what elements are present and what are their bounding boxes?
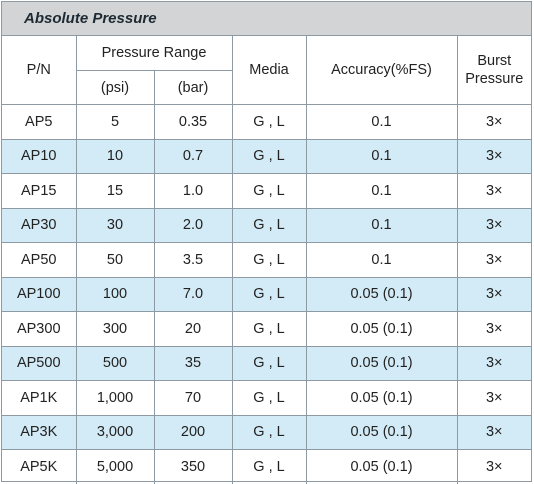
cell-burst: 3× bbox=[456, 242, 531, 278]
cell-psi: 5 bbox=[75, 104, 155, 140]
table-row: AP1K 1,000 70 G , L 0.05 (0.1) 3× bbox=[2, 380, 531, 416]
cell-psi: 5,000 bbox=[75, 449, 155, 484]
cell-pn: AP500 bbox=[2, 345, 77, 381]
cell-media: G , L bbox=[231, 414, 307, 450]
cell-accuracy: 0.1 bbox=[305, 173, 458, 209]
cell-media: G , L bbox=[231, 242, 307, 278]
cell-pn: AP1K bbox=[2, 380, 77, 416]
cell-psi: 1,000 bbox=[75, 380, 155, 416]
header-row-1: P/N Pressure Range Media Accuracy(%FS) B… bbox=[2, 36, 531, 105]
cell-burst: 3× bbox=[456, 414, 531, 450]
table-row: AP100 100 7.0 G , L 0.05 (0.1) 3× bbox=[2, 276, 531, 312]
cell-bar: 1.0 bbox=[153, 173, 233, 209]
cell-bar: 200 bbox=[153, 414, 233, 450]
cell-psi: 10 bbox=[75, 138, 155, 174]
header-burst-pressure: Burst Pressure bbox=[456, 36, 531, 105]
cell-bar: 35 bbox=[153, 345, 233, 381]
cell-accuracy: 0.05 (0.1) bbox=[305, 311, 458, 347]
cell-burst: 3× bbox=[456, 138, 531, 174]
table-row: AP50 50 3.5 G , L 0.1 3× bbox=[2, 242, 531, 278]
cell-accuracy: 0.1 bbox=[305, 104, 458, 140]
table-row: AP300 300 20 G , L 0.05 (0.1) 3× bbox=[2, 311, 531, 347]
header-psi: (psi) bbox=[76, 70, 155, 105]
cell-pn: AP50 bbox=[2, 242, 77, 278]
cell-accuracy: 0.05 (0.1) bbox=[305, 380, 458, 416]
table-row: AP3K 3,000 200 G , L 0.05 (0.1) 3× bbox=[2, 414, 531, 450]
cell-media: G , L bbox=[231, 345, 307, 381]
header-pressure-range: Pressure Range bbox=[75, 36, 233, 71]
cell-media: G , L bbox=[231, 207, 307, 243]
cell-psi: 3,000 bbox=[75, 414, 155, 450]
header-burst-line1: Burst bbox=[477, 53, 512, 69]
cell-psi: 100 bbox=[75, 276, 155, 312]
table-row: AP5 5 0.35 G , L 0.1 3× bbox=[2, 104, 531, 140]
cell-psi: 50 bbox=[75, 242, 155, 278]
cell-psi: 300 bbox=[75, 311, 155, 347]
header-pn: P/N bbox=[2, 36, 77, 105]
header-media: Media bbox=[231, 36, 307, 105]
table-title-bar: Absolute Pressure bbox=[2, 2, 531, 36]
table-row: AP5K 5,000 350 G , L 0.05 (0.1) 3× bbox=[2, 449, 531, 484]
cell-pn: AP3K bbox=[2, 414, 77, 450]
cell-accuracy: 0.1 bbox=[305, 138, 458, 174]
cell-accuracy: 0.05 (0.1) bbox=[305, 276, 458, 312]
cell-psi: 30 bbox=[75, 207, 155, 243]
cell-accuracy: 0.05 (0.1) bbox=[305, 345, 458, 381]
cell-media: G , L bbox=[231, 276, 307, 312]
cell-media: G , L bbox=[231, 311, 307, 347]
cell-media: G , L bbox=[231, 380, 307, 416]
cell-burst: 3× bbox=[456, 311, 531, 347]
cell-pn: AP5K bbox=[2, 449, 77, 484]
cell-burst: 3× bbox=[456, 345, 531, 381]
cell-bar: 20 bbox=[153, 311, 233, 347]
cell-burst: 3× bbox=[456, 173, 531, 209]
cell-burst: 3× bbox=[456, 276, 531, 312]
cell-psi: 15 bbox=[75, 173, 155, 209]
cell-bar: 70 bbox=[153, 380, 233, 416]
cell-pn: AP300 bbox=[2, 311, 77, 347]
cell-pn: AP15 bbox=[2, 173, 77, 209]
cell-burst: 3× bbox=[456, 449, 531, 484]
cell-accuracy: 0.05 (0.1) bbox=[305, 449, 458, 484]
cell-bar: 7.0 bbox=[153, 276, 233, 312]
cell-pn: AP5 bbox=[2, 104, 77, 140]
pressure-spec-table: P/N Pressure Range Media Accuracy(%FS) B… bbox=[2, 36, 531, 484]
header-bar: (bar) bbox=[153, 70, 232, 105]
cell-psi: 500 bbox=[75, 345, 155, 381]
table-row: AP30 30 2.0 G , L 0.1 3× bbox=[2, 207, 531, 243]
cell-media: G , L bbox=[231, 449, 307, 484]
cell-accuracy: 0.1 bbox=[305, 242, 458, 278]
cell-bar: 0.35 bbox=[153, 104, 233, 140]
table-body: AP5 5 0.35 G , L 0.1 3× AP10 10 0.7 G , L 0.1 3× AP1… bbox=[2, 104, 531, 484]
cell-pn: AP10 bbox=[2, 138, 77, 174]
cell-burst: 3× bbox=[456, 104, 531, 140]
cell-pn: AP30 bbox=[2, 207, 77, 243]
table-row: AP10 10 0.7 G , L 0.1 3× bbox=[2, 138, 531, 174]
cell-media: G , L bbox=[231, 104, 307, 140]
table-row: AP15 15 1.0 G , L 0.1 3× bbox=[2, 173, 531, 209]
cell-accuracy: 0.1 bbox=[305, 207, 458, 243]
cell-media: G , L bbox=[231, 173, 307, 209]
cell-burst: 3× bbox=[456, 380, 531, 416]
cell-bar: 2.0 bbox=[153, 207, 233, 243]
cell-burst: 3× bbox=[456, 207, 531, 243]
cell-accuracy: 0.05 (0.1) bbox=[305, 414, 458, 450]
table-title: Absolute Pressure bbox=[24, 10, 157, 27]
cell-bar: 350 bbox=[153, 449, 233, 484]
cell-pn: AP100 bbox=[2, 276, 77, 312]
cell-media: G , L bbox=[231, 138, 307, 174]
table-row: AP500 500 35 G , L 0.05 (0.1) 3× bbox=[2, 345, 531, 381]
cell-bar: 0.7 bbox=[153, 138, 233, 174]
header-row-2: (psi) (bar) bbox=[2, 70, 531, 105]
cell-bar: 3.5 bbox=[153, 242, 233, 278]
header-accuracy: Accuracy(%FS) bbox=[305, 36, 458, 105]
header-burst-line2: Pressure bbox=[465, 71, 524, 87]
